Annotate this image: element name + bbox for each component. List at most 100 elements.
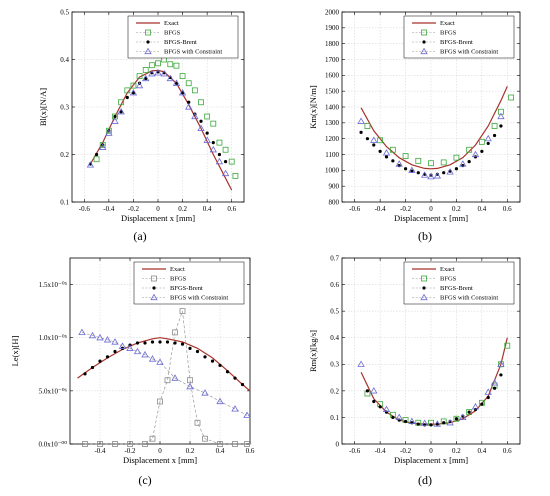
x-tick-label: -0.6: [349, 447, 361, 455]
data-point: [486, 141, 490, 146]
legend-label: BFGS: [170, 276, 187, 283]
y-tick-label: 0.5: [60, 8, 69, 16]
legend-label: Exact: [164, 20, 179, 27]
legend-label: Exact: [170, 266, 185, 273]
chart-panel-a: -0.6 -0.4 -0.2 0 0.2 0.4 0.6 0.1 0.2 0.3 0.4 0.5 Dis…: [38, 8, 245, 243]
data-point: [372, 143, 376, 147]
data-point: [180, 91, 185, 95]
data-point: [149, 435, 156, 442]
data-point: [178, 88, 187, 96]
y-tick-label: 1400: [325, 103, 340, 111]
y-tick-label: 0.5: [330, 308, 339, 316]
data-point: [217, 152, 222, 157]
x-axis-label: Displacement x [mm]: [394, 455, 468, 465]
data-point: [403, 167, 408, 171]
x-tick-label: 0.2: [186, 447, 195, 455]
x-tick-label: -0.4: [103, 205, 115, 213]
y-tick-label: 1200: [325, 135, 340, 143]
data-point: [141, 350, 149, 358]
data-point: [97, 441, 103, 447]
data-point: [150, 340, 155, 344]
y-tick-label: 0.2: [330, 387, 339, 395]
data-point: [111, 117, 119, 124]
data-point: [497, 112, 505, 120]
data-point: [93, 156, 100, 163]
series-dashed-line: [81, 332, 248, 416]
x-tick-label: -0.4: [94, 447, 106, 455]
data-point: [157, 398, 163, 405]
chart-panel-d: -0.6 -0.4 -0.2 0 0.2 0.4 0.6 0 0.1 0.2 0.3 0.4 0.5 0.…: [308, 254, 521, 487]
y-tick-label: 1000: [325, 167, 340, 175]
data-point: [94, 152, 99, 157]
y-tick-label: 900: [329, 183, 340, 191]
data-point: [416, 171, 420, 175]
series-bfgs: [93, 56, 239, 179]
x-tick-label: 0.2: [178, 205, 187, 213]
x-tick-label: -0.2: [128, 205, 140, 213]
data-point: [389, 146, 396, 153]
data-point: [197, 124, 205, 131]
series-bfgs-with-constraint: [86, 68, 230, 177]
data-point: [453, 154, 460, 161]
data-point: [222, 146, 229, 153]
data-point: [187, 100, 191, 104]
y-tick-label: 0: [336, 440, 340, 448]
x-tick-label: -0.2: [400, 205, 412, 213]
data-point: [499, 373, 503, 377]
data-point: [130, 82, 137, 89]
x-tick-label: 0.2: [452, 447, 461, 455]
series-bfgs-brent: [365, 373, 503, 427]
data-point: [187, 377, 193, 384]
x-tick-label: 0.6: [503, 205, 512, 213]
x-tick-label: 0.6: [503, 447, 512, 455]
data-point: [155, 60, 161, 67]
data-point: [442, 171, 446, 175]
x-tick-label: 0.4: [216, 447, 225, 455]
legend-label: BFGS-Brent: [440, 39, 473, 46]
x-tick-label: 0: [429, 205, 433, 213]
data-point: [117, 107, 125, 115]
y-tick-label: 0.7: [330, 254, 339, 262]
data-point: [125, 95, 129, 100]
data-point: [410, 169, 414, 173]
data-point: [391, 159, 395, 163]
data-point: [171, 374, 179, 381]
legend-label: Exact: [440, 266, 455, 273]
data-point: [497, 360, 505, 367]
legend-marker: [422, 40, 426, 44]
legend-label: BFGS: [440, 30, 457, 37]
legend-label: BFGS: [440, 276, 457, 283]
series-bfgs-with-constraint: [357, 112, 505, 180]
legend-label: BFGS with Constraint: [170, 295, 228, 302]
data-point: [83, 372, 87, 376]
data-point: [427, 172, 435, 180]
data-point: [113, 114, 117, 119]
y-tick-label: 1700: [325, 56, 340, 64]
data-point: [165, 340, 170, 344]
data-point: [103, 336, 112, 343]
data-point: [173, 341, 177, 345]
data-point: [203, 136, 211, 143]
legend-label: BFGS-Brent: [164, 39, 197, 46]
chart-panel-c: -0.4 -0.2 0 0.2 0.4 0.6 0.0x10⁻⁰⁰ 5.0x10⁻⁰⁶ 1.0x…: [10, 257, 255, 487]
data-point: [210, 120, 217, 127]
data-point: [99, 143, 107, 150]
data-point: [216, 139, 223, 146]
data-point: [185, 103, 193, 110]
legend-marker: [421, 275, 427, 282]
data-point: [166, 74, 174, 82]
data-point: [372, 399, 376, 404]
data-point: [433, 172, 442, 179]
data-point: [180, 342, 185, 346]
data-point: [408, 166, 416, 173]
x-axis-label: Displacement x [mm]: [394, 213, 468, 223]
data-point: [403, 419, 408, 424]
data-point: [194, 419, 201, 426]
series-bfgs-brent: [88, 70, 228, 166]
data-point: [154, 68, 162, 76]
legend-marker: [144, 47, 152, 55]
data-point: [484, 388, 492, 395]
data-point: [478, 138, 485, 145]
data-point: [179, 73, 186, 80]
data-point: [397, 163, 401, 168]
